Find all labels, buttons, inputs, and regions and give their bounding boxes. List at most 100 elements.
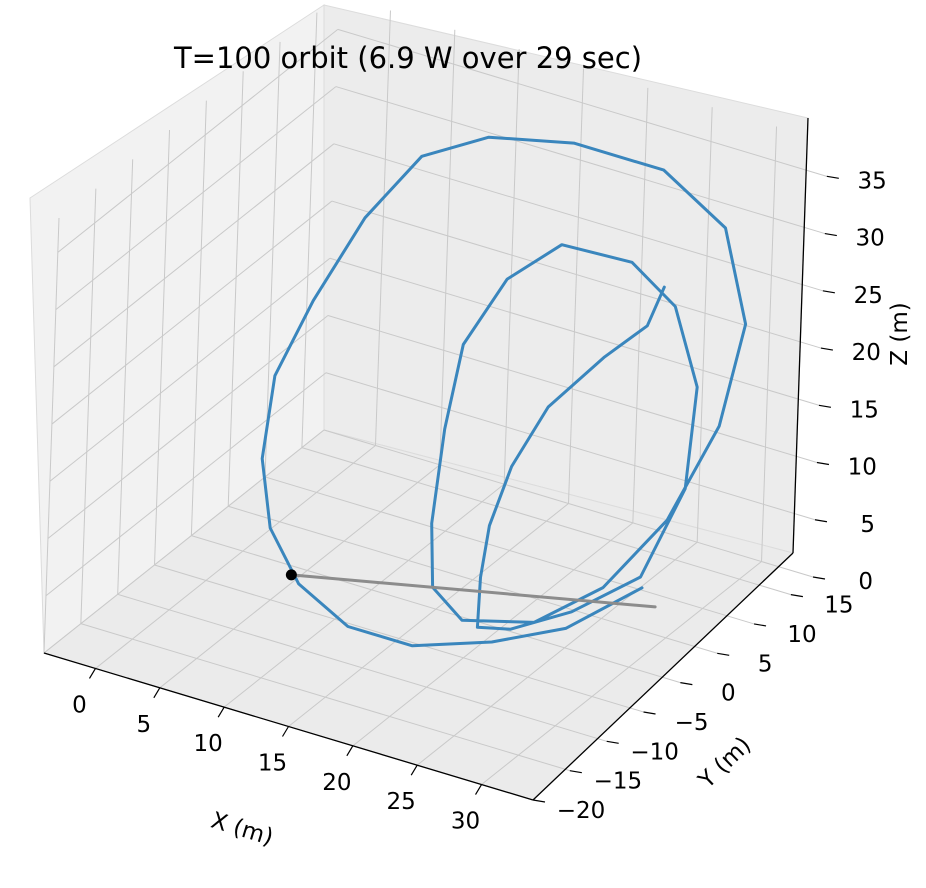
x-gridline [416, 541, 698, 766]
z-tick-mark [820, 347, 833, 351]
chart-title: T=100 orbit (6.9 W over 29 sec) [173, 41, 642, 75]
x-tick-label: 20 [322, 770, 351, 796]
z-gridline [45, 372, 327, 597]
x-tick-mark [346, 745, 354, 757]
y-tick-label: −20 [557, 798, 606, 824]
y-axis-line [532, 552, 794, 801]
grid-lines [43, 10, 827, 801]
y-tick-mark [569, 770, 582, 774]
x-tick-mark [281, 726, 290, 737]
y-tick-label: −5 [675, 710, 709, 736]
y-tick-mark [532, 799, 546, 803]
z-tick-label: 35 [858, 168, 887, 194]
start-point-marker [285, 569, 297, 581]
x-gridline [439, 29, 456, 465]
z-tick-mark [818, 404, 832, 408]
z-axis-line [792, 117, 809, 554]
z-gridline [337, 28, 827, 177]
y-gridline [154, 129, 171, 565]
y-gridline [190, 100, 207, 536]
z-axis-label: Z (m) [887, 302, 913, 365]
x-tick-label: 10 [194, 731, 223, 757]
x-gridline [288, 503, 569, 727]
z-tick-mark [812, 576, 826, 580]
y-tick-label: 5 [758, 651, 773, 677]
z-gridline [323, 429, 814, 578]
z-gridline [329, 257, 820, 406]
z-tick-mark [816, 461, 830, 466]
x-tick-label: 25 [387, 789, 416, 815]
y-gridline [80, 188, 97, 624]
y-gridline [264, 41, 281, 477]
z-tick-label: 30 [856, 226, 885, 252]
x-tick-mark [153, 687, 161, 699]
x-tick-mark [475, 784, 483, 795]
x-gridline [632, 87, 649, 523]
y-tick-label: −15 [594, 769, 643, 795]
x-tick-mark [410, 764, 418, 776]
x-gridline [568, 68, 584, 504]
y-tick-mark [643, 711, 656, 715]
x-gridline [481, 561, 762, 785]
y-tick-label: 15 [824, 593, 853, 619]
x-tick-label: 15 [258, 751, 287, 777]
z-tick-label: 10 [848, 455, 877, 481]
z-gridline [51, 200, 333, 425]
z-tick-mark [814, 519, 828, 523]
orbit-path [260, 135, 748, 648]
y-tick-label: 10 [787, 622, 816, 648]
chart-series [260, 135, 748, 648]
y-gridline [264, 476, 755, 625]
z-gridline [53, 143, 335, 368]
x-tick-label: 0 [72, 692, 87, 718]
x-gridline [503, 49, 520, 485]
x-gridline [352, 522, 634, 747]
z-gridline [333, 143, 824, 292]
x-tick-mark [88, 668, 96, 679]
y-tick-mark [717, 652, 730, 656]
x-tick-mark [217, 706, 225, 718]
y-gridline [80, 623, 570, 772]
z-tick-mark [824, 232, 837, 237]
x-gridline [761, 126, 778, 562]
z-gridline [57, 28, 339, 253]
x-axis-label: X (m) [208, 808, 276, 851]
y-gridline [191, 535, 681, 684]
z-gridline [47, 315, 329, 539]
x-gridline [696, 107, 713, 543]
y-gridline [227, 71, 244, 507]
y-tick-label: 0 [721, 681, 736, 707]
y-tick-mark [680, 682, 693, 686]
z-tick-label: 15 [850, 397, 879, 423]
z-tick-mark [822, 290, 835, 294]
y-tick-label: −10 [630, 739, 679, 765]
y-tick-mark [606, 740, 619, 744]
y-gridline [117, 159, 134, 595]
x-gridline [95, 445, 376, 669]
x-gridline [223, 483, 505, 708]
y-gridline [228, 505, 718, 654]
z-gridline [331, 200, 822, 349]
y-tick-mark [753, 623, 767, 627]
y-gridline [154, 564, 644, 713]
x-gridline [374, 10, 391, 446]
z-gridline [325, 372, 816, 521]
y-axis-label: Y (m) [693, 732, 756, 794]
z-gridline [43, 429, 325, 654]
y-tick-mark [790, 594, 803, 598]
y-gridline [301, 12, 318, 448]
z-tick-label: 0 [858, 569, 873, 595]
y-gridline [43, 217, 60, 654]
x-tick-label: 5 [136, 712, 151, 738]
y-gridline [117, 593, 607, 742]
z-tick-label: 20 [852, 340, 881, 366]
start-line [289, 573, 657, 609]
x-tick-label: 30 [451, 809, 480, 835]
z-tick-label: 5 [860, 512, 875, 538]
z-tick-mark [826, 175, 839, 179]
z-tick-label: 25 [854, 283, 883, 309]
y-gridline [301, 447, 792, 596]
z-gridline [49, 257, 331, 482]
